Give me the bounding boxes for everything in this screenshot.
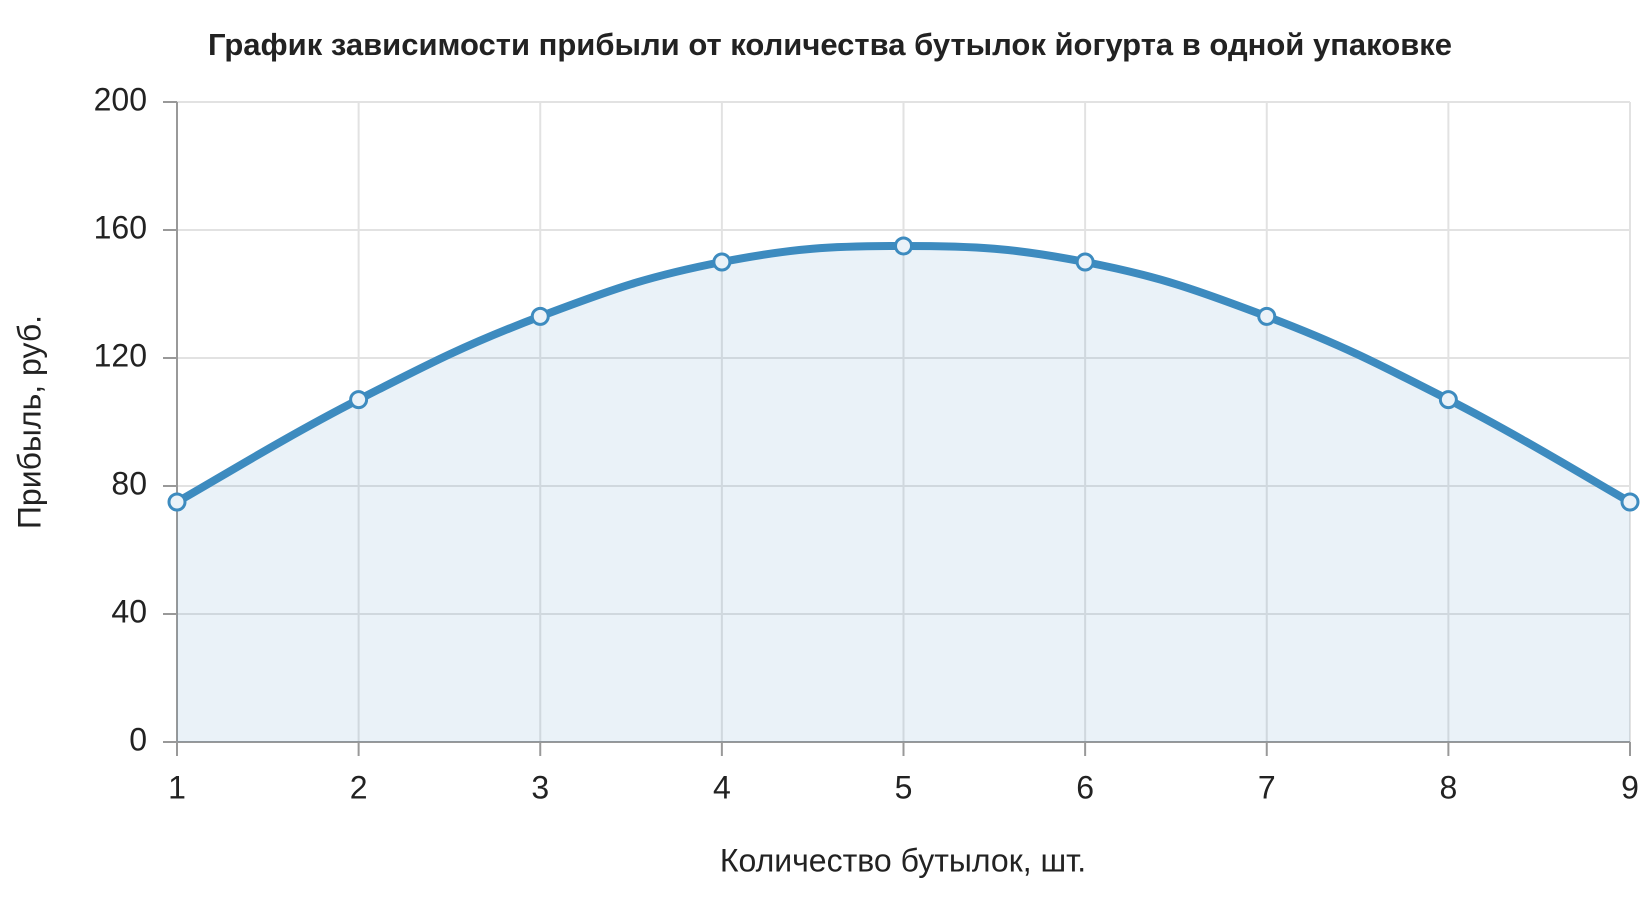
- y-tick-label: 80: [111, 465, 147, 501]
- point: [530, 306, 550, 326]
- x-tick-label: 6: [1076, 769, 1094, 805]
- point: [349, 390, 369, 410]
- x-tick-label: 9: [1621, 769, 1639, 805]
- x-tick-label: 4: [713, 769, 731, 805]
- y-tick-label: 0: [129, 721, 147, 757]
- y-tick-label: 200: [94, 81, 147, 117]
- x-axis-label: Количество бутылок, шт.: [720, 842, 1086, 878]
- x-tick-label: 1: [168, 769, 186, 805]
- point: [894, 236, 913, 256]
- y-tick-label: 160: [94, 209, 147, 245]
- point: [1257, 306, 1277, 326]
- y-axis-label: Прибыль, руб.: [11, 315, 47, 529]
- y-tick-label: 40: [111, 593, 147, 629]
- point: [1438, 390, 1458, 410]
- x-tick-label: 2: [350, 769, 368, 805]
- point: [167, 492, 187, 512]
- y-tick-label: 120: [94, 337, 147, 373]
- x-tick-label: 7: [1258, 769, 1276, 805]
- x-tick-label: 8: [1439, 769, 1457, 805]
- point: [1620, 492, 1640, 512]
- area-fill: [177, 246, 1630, 742]
- x-tick-label: 3: [531, 769, 549, 805]
- point: [1075, 252, 1095, 272]
- chart-title: График зависимости прибыли от количества…: [208, 27, 1452, 62]
- x-tick-label: 5: [895, 769, 913, 805]
- point: [712, 252, 732, 272]
